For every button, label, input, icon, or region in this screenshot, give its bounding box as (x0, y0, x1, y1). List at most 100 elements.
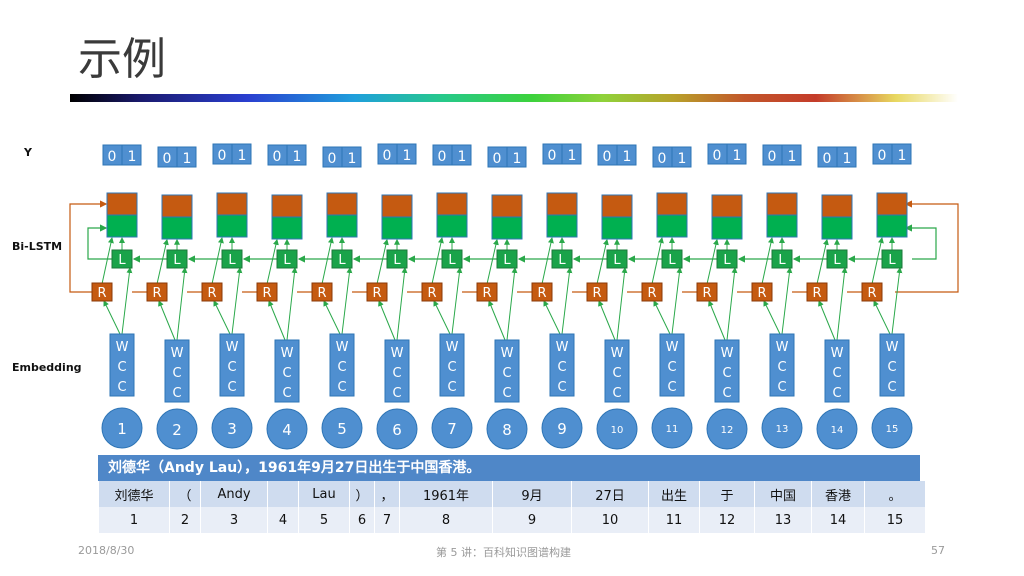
emb-to-r-arrow (818, 300, 836, 341)
forward-wrap-arrow (895, 200, 959, 293)
embedding-line: W (611, 346, 624, 361)
emb-to-l-arrow (121, 267, 133, 335)
token-cell: 。 (864, 481, 926, 507)
output-digit-1: 1 (513, 151, 522, 167)
token-id-label: 4 (282, 421, 292, 439)
embedding-line: C (172, 366, 181, 381)
embedding-line: W (776, 340, 789, 355)
embedding-line: W (336, 340, 349, 355)
emb-to-l-arrow (396, 267, 408, 341)
lstm-l-box (661, 249, 683, 269)
embedding-line: C (667, 360, 676, 375)
token-id-label: 3 (227, 420, 237, 438)
hidden-state-backward (271, 194, 303, 218)
emb-to-r-arrow (323, 300, 341, 335)
embedding-box (549, 333, 575, 397)
lstm-l-box (771, 249, 793, 269)
embedding-line: W (831, 346, 844, 361)
token-id-label: 5 (337, 420, 347, 438)
emb-to-r-arrow (873, 300, 891, 335)
output-digit-0: 0 (493, 151, 502, 167)
lstm-r-box (531, 282, 553, 302)
emb-to-r-arrow (598, 300, 616, 341)
emb-to-r-arrow (653, 300, 671, 335)
token-cell: 27日 (571, 481, 649, 507)
embedding-box (219, 333, 245, 397)
lstm-r-label: R (317, 286, 326, 301)
hidden-state-backward (436, 192, 468, 216)
emb-to-l-arrow (836, 267, 848, 341)
lstm-r-label: R (97, 286, 106, 301)
token-cell: 香港 (811, 481, 865, 507)
l-wrap-arrow-right (904, 224, 937, 260)
token-id-label: 9 (557, 420, 567, 438)
token-id-circle (651, 407, 693, 449)
token-index-cell: 11 (648, 507, 700, 533)
hidden-state-backward (601, 194, 633, 218)
token-id-label: 13 (776, 424, 789, 435)
footer-page-number: 57 (931, 544, 945, 557)
emb-to-l-arrow (286, 267, 298, 341)
lstm-r-box (256, 282, 278, 302)
token-id-label: 10 (611, 425, 624, 436)
embedding-line: C (172, 386, 181, 401)
output-digit-1: 1 (568, 148, 577, 164)
lstm-l-label: L (118, 253, 126, 268)
embedding-line: W (666, 340, 679, 355)
lstm-r-label: R (207, 286, 216, 301)
token-id-label: 6 (392, 421, 402, 439)
slide-title: 示例 (78, 34, 166, 85)
output-digit-0: 0 (713, 148, 722, 164)
embedding-line: C (447, 360, 456, 375)
lstm-l-box (111, 249, 133, 269)
output-digit-0: 0 (768, 149, 777, 165)
token-id-label: 2 (172, 421, 182, 439)
token-cell: Lau (298, 481, 350, 507)
emb-to-l-arrow (451, 267, 463, 335)
hidden-state-backward (546, 192, 578, 216)
lstm-r-label: R (757, 286, 766, 301)
lstm-l-box (881, 249, 903, 269)
embedding-line: C (337, 380, 346, 395)
hidden-state-forward (326, 214, 358, 238)
lstm-l-label: L (393, 253, 401, 268)
embedding-line: C (722, 366, 731, 381)
output-digit-0: 0 (328, 151, 337, 167)
lstm-r-label: R (812, 286, 821, 301)
output-digit-0: 0 (603, 149, 612, 165)
token-cell: 1961年 (399, 481, 493, 507)
hidden-state-backward (326, 192, 358, 216)
lstm-r-label: R (592, 286, 601, 301)
token-index-cell: 6 (349, 507, 375, 533)
sentence-caption: 刘德华（Andy Lau），1961年9月27日出生于中国香港。 (98, 455, 920, 481)
token-index-cell: 12 (699, 507, 755, 533)
token-row: 刘德华（Andy Lau）， 1961年 9月 27日 出生于中国 香港。 (98, 481, 926, 507)
embedding-box (439, 333, 465, 397)
output-digit-1: 1 (678, 151, 687, 167)
lstm-l-label: L (613, 253, 621, 268)
hidden-state-forward (106, 214, 138, 238)
token-index-cell: 2 (169, 507, 201, 533)
emb-to-l-arrow (726, 267, 738, 341)
embedding-box (494, 339, 520, 403)
embedding-line: C (557, 360, 566, 375)
token-cell: ） (349, 481, 375, 507)
lstm-r-box (586, 282, 608, 302)
output-digit-1: 1 (348, 151, 357, 167)
r-to-cell-arrow (486, 238, 499, 285)
hidden-state-forward (161, 216, 193, 240)
output-digit-1: 1 (843, 151, 852, 167)
token-index-cell: 13 (754, 507, 812, 533)
embedding-line: C (227, 360, 236, 375)
hidden-state-backward (106, 192, 138, 216)
emb-to-l-arrow (176, 267, 188, 341)
r-to-cell-arrow (321, 237, 334, 285)
embedding-line: C (887, 360, 896, 375)
emb-to-l-arrow (506, 267, 518, 341)
lstm-l-box (551, 249, 573, 269)
hidden-state-forward (491, 216, 523, 240)
